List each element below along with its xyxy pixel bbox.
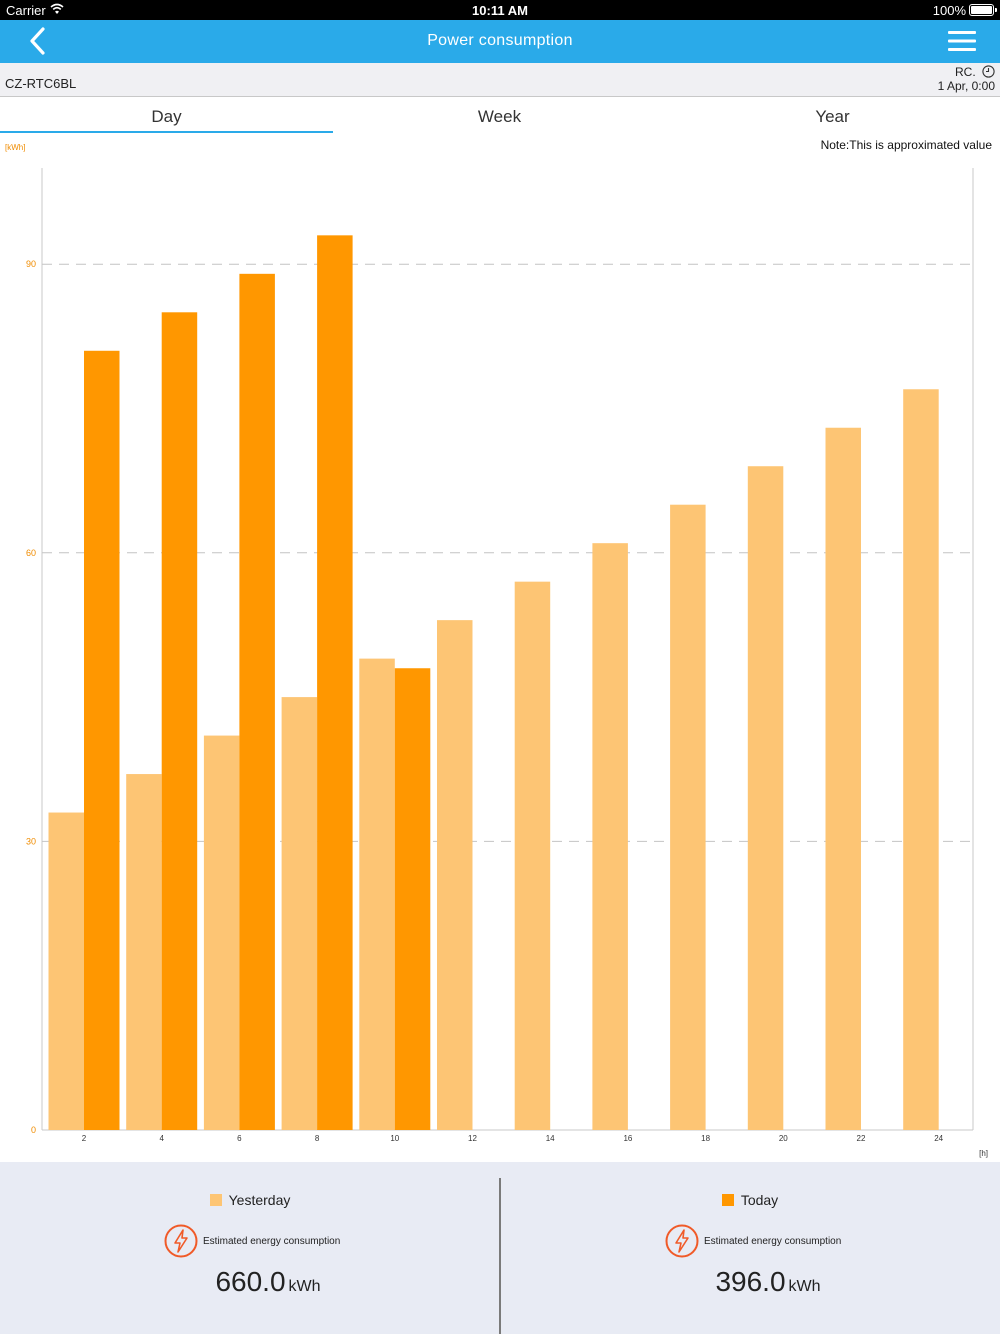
datetime-label: 1 Apr, 0:00 (937, 79, 995, 93)
battery-percent: 100% (932, 3, 966, 18)
x-tick-label: 16 (623, 1134, 632, 1143)
yesterday-value-line: 660.0 kWh (18, 1266, 518, 1298)
bar-yesterday-4 (126, 774, 162, 1130)
bar-yesterday-14 (514, 581, 551, 1130)
bar-today-4 (161, 312, 198, 1130)
bar-yesterday-6 (203, 735, 240, 1130)
today-legend-label: Today (740, 1192, 779, 1208)
lightning-bolt-icon (665, 1224, 699, 1258)
yesterday-value: 660.0 (215, 1266, 286, 1297)
yesterday-unit: kWh (288, 1278, 321, 1295)
today-estimate-label: Estimated energy consumption (704, 1236, 842, 1247)
bar-yesterday-10 (359, 658, 395, 1130)
bar-today-8 (317, 235, 353, 1131)
yesterday-legend-label: Yesterday (228, 1192, 291, 1208)
back-chevron-icon[interactable] (24, 26, 54, 56)
bar-yesterday-24 (903, 389, 939, 1130)
summary-panel: Yesterday Estimated energy consumption 6… (0, 1162, 1000, 1334)
clock-icon (982, 65, 995, 78)
y-tick-label: 0 (31, 1125, 36, 1135)
y-tick-label: 30 (26, 836, 36, 846)
device-name: CZ-RTC6BL (5, 76, 77, 91)
battery-icon (969, 4, 997, 16)
bar-yesterday-20 (747, 466, 784, 1131)
tab-week[interactable]: Week (477, 107, 522, 126)
today-value-line: 396.0 kWh (518, 1266, 1000, 1298)
timestamp-block: RC. 1 Apr, 0:00 (938, 65, 995, 93)
device-info-row: CZ-RTC6BL RC. 1 Apr, 0:00 (0, 63, 1000, 97)
approximation-note: Note:This is approximated value (820, 138, 992, 152)
x-tick-label: 4 (159, 1134, 164, 1143)
source-label: RC. (954, 65, 976, 79)
today-unit: kWh (788, 1278, 821, 1295)
x-tick-label: 6 (237, 1134, 242, 1143)
carrier-label: Carrier (6, 3, 46, 18)
bar-yesterday-22 (825, 427, 861, 1130)
bar-yesterday-18 (670, 504, 706, 1130)
page-title: Power consumption (427, 32, 573, 49)
status-bar: Carrier 10:11 AM 100% (0, 0, 1000, 20)
tab-day[interactable]: Day (0, 98, 333, 133)
status-time: 10:11 AM (472, 3, 528, 18)
x-tick-label: 22 (857, 1134, 866, 1143)
bar-yesterday-16 (592, 543, 628, 1130)
yesterday-swatch (209, 1194, 222, 1206)
yesterday-estimate-label: Estimated energy consumption (203, 1236, 341, 1247)
bar-yesterday-2 (48, 812, 84, 1130)
bar-today-6 (239, 273, 275, 1130)
wifi-icon (50, 3, 64, 14)
today-swatch (721, 1194, 734, 1206)
lightning-bolt-icon (164, 1224, 198, 1258)
tab-year[interactable]: Year (815, 107, 850, 126)
x-tick-label: 20 (779, 1134, 788, 1143)
y-tick-label: 60 (26, 548, 36, 558)
y-tick-label: 90 (26, 259, 36, 269)
x-tick-label: 18 (701, 1134, 710, 1143)
x-tick-label: 24 (934, 1134, 943, 1143)
yesterday-summary: Yesterday Estimated energy consumption 6… (0, 1162, 500, 1334)
bar-today-2 (84, 350, 120, 1130)
x-tick-label: 14 (546, 1134, 555, 1143)
bar-today-10 (394, 668, 431, 1130)
yesterday-legend: Yesterday (0, 1192, 500, 1208)
x-tick-label: 10 (390, 1134, 399, 1143)
x-tick-label: 2 (82, 1134, 87, 1143)
bar-yesterday-8 (281, 697, 318, 1130)
bar-yesterday-12 (437, 620, 473, 1130)
x-axis-unit: [h] (979, 1149, 988, 1158)
today-summary: Today Estimated energy consumption 396.0… (500, 1162, 1000, 1334)
nav-bar: Power consumption (0, 20, 1000, 63)
x-tick-label: 12 (468, 1134, 477, 1143)
today-legend: Today (500, 1192, 1000, 1208)
y-axis-unit: [kWh] (5, 143, 26, 152)
hamburger-menu-icon[interactable] (948, 30, 976, 52)
today-value: 396.0 (715, 1266, 786, 1297)
summary-divider (499, 1178, 501, 1334)
x-tick-label: 8 (315, 1134, 320, 1143)
period-tabs: Day Week Year (0, 98, 1000, 133)
